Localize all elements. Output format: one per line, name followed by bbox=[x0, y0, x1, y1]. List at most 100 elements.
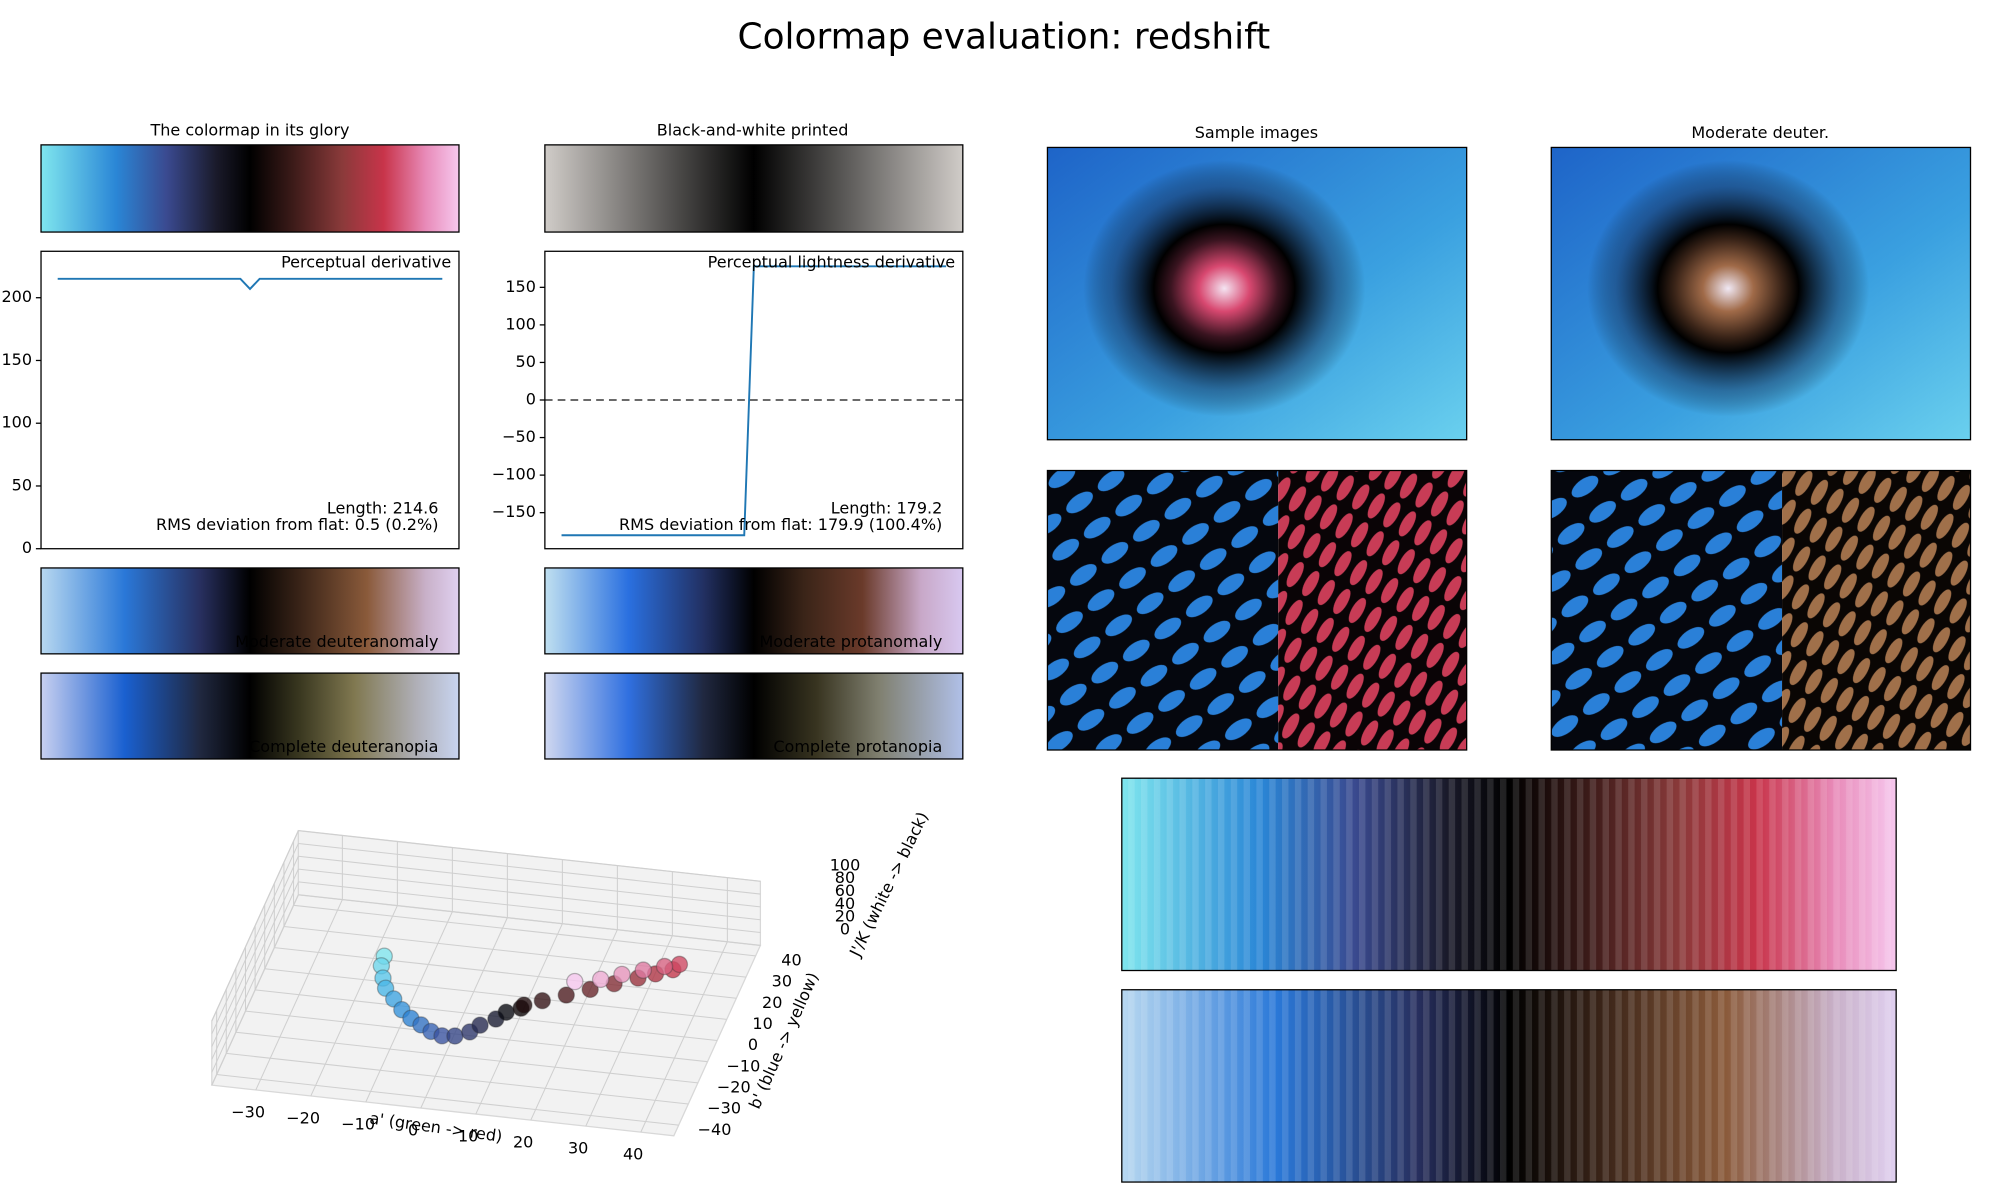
y-tick-label: 30 bbox=[772, 972, 792, 991]
image-part bbox=[1551, 470, 1783, 750]
y-tick-label: 50 bbox=[12, 475, 32, 494]
grid-line bbox=[298, 868, 761, 921]
colormap-strip bbox=[40, 144, 460, 233]
grid-line bbox=[211, 843, 299, 1035]
panel-title: Sample images bbox=[1195, 123, 1318, 142]
z-tick-label: 60 bbox=[835, 881, 855, 900]
z-tick-label: 0 bbox=[840, 919, 850, 938]
image-feature bbox=[1083, 160, 1366, 417]
grid-line bbox=[274, 947, 737, 999]
point bbox=[655, 957, 674, 976]
point bbox=[581, 980, 599, 999]
strip-label: Moderate protanomaly bbox=[759, 632, 942, 651]
grid-line bbox=[211, 830, 299, 1022]
data-line bbox=[57, 277, 443, 291]
grid-line bbox=[293, 904, 756, 957]
grid-line bbox=[216, 1074, 679, 1126]
point bbox=[591, 970, 610, 989]
image-part bbox=[1278, 470, 1467, 750]
colormap-strip bbox=[40, 567, 460, 655]
y-tick-label: −20 bbox=[717, 1077, 751, 1096]
y-tick-label: 50 bbox=[516, 352, 536, 371]
grid-line bbox=[211, 894, 299, 1086]
y-tick-label: −100 bbox=[492, 465, 536, 484]
figure-title: Colormap evaluation: redshift bbox=[738, 16, 1271, 57]
image-frame bbox=[1550, 469, 1972, 751]
grid-line bbox=[235, 1031, 698, 1084]
image-frame bbox=[1550, 146, 1972, 441]
strip-label: Moderate deuteranomaly bbox=[235, 632, 438, 651]
plot-title: Perceptual lightness derivative bbox=[708, 252, 955, 271]
z-tick-label: 40 bbox=[835, 894, 855, 913]
image-frame bbox=[1046, 469, 1468, 751]
image-feature bbox=[1587, 160, 1870, 417]
plot-frame bbox=[544, 250, 964, 550]
point bbox=[557, 986, 575, 1004]
sample-image bbox=[1046, 146, 1468, 441]
y-tick-label: −40 bbox=[698, 1120, 732, 1139]
x-tick-label: 30 bbox=[568, 1139, 588, 1158]
point bbox=[670, 955, 689, 974]
y-tick-label: −10 bbox=[726, 1056, 760, 1075]
strip-texture bbox=[1121, 777, 1897, 972]
panel-title: Black-and-white printed bbox=[657, 120, 849, 139]
image-frame bbox=[1046, 146, 1468, 441]
point bbox=[497, 1003, 515, 1021]
point bbox=[515, 996, 533, 1014]
z-tick-label: 80 bbox=[835, 868, 855, 887]
plot-frame bbox=[40, 250, 460, 550]
y-tick-label: −50 bbox=[502, 427, 536, 446]
grid-line bbox=[211, 868, 299, 1060]
x-tick-label: 10 bbox=[458, 1127, 478, 1146]
point bbox=[613, 965, 631, 984]
image-part bbox=[1782, 470, 1971, 750]
panel-title: Moderate deuter. bbox=[1691, 123, 1829, 142]
y-tick-label: −30 bbox=[707, 1099, 741, 1118]
y-tick-label: 0 bbox=[526, 390, 536, 409]
strip-label: Complete deuteranopia bbox=[249, 737, 438, 756]
grid-line bbox=[298, 894, 761, 946]
annotation: Length: 179.2 bbox=[831, 498, 943, 517]
x-tick-label: −20 bbox=[286, 1109, 320, 1128]
y-tick-label: 10 bbox=[752, 1014, 772, 1033]
point bbox=[446, 1027, 464, 1045]
grid-line bbox=[298, 830, 761, 882]
z-axis-label: J'/K (white -> black) bbox=[845, 809, 932, 961]
z-tick-label: 100 bbox=[830, 855, 861, 874]
plot-title: Perceptual derivative bbox=[281, 252, 451, 271]
x-tick-label: 40 bbox=[623, 1145, 643, 1164]
y-tick-label: 200 bbox=[1, 287, 32, 306]
x-tick-label: −10 bbox=[341, 1115, 375, 1134]
colormap-strip bbox=[544, 144, 964, 233]
grid-line bbox=[211, 856, 299, 1047]
colormap-strip bbox=[544, 567, 964, 655]
x-tick-label: 0 bbox=[408, 1121, 418, 1140]
y-tick-label: 0 bbox=[748, 1035, 758, 1054]
sample-image bbox=[1550, 469, 1972, 751]
y-tick-label: 150 bbox=[505, 277, 536, 296]
colormap-strip bbox=[544, 672, 964, 760]
point bbox=[566, 972, 584, 991]
point bbox=[634, 961, 652, 979]
colormap-strip bbox=[40, 672, 460, 760]
y-tick-label: 0 bbox=[22, 538, 32, 557]
x-tick-label: −30 bbox=[231, 1103, 265, 1122]
image-part bbox=[1047, 470, 1279, 750]
x-tick-label: 20 bbox=[513, 1133, 533, 1152]
annotation: Length: 214.6 bbox=[327, 498, 439, 517]
y-tick-label: 20 bbox=[762, 993, 782, 1012]
strip-texture bbox=[1121, 989, 1897, 1183]
grid-line bbox=[298, 842, 761, 895]
grid-line bbox=[298, 855, 761, 908]
grid-line bbox=[298, 881, 761, 934]
grid-line bbox=[255, 989, 718, 1042]
grid-line bbox=[226, 1052, 689, 1105]
grid-line bbox=[264, 968, 727, 1020]
point bbox=[533, 992, 552, 1010]
sample-image bbox=[1046, 469, 1468, 751]
strip-label: Complete protanopia bbox=[773, 737, 942, 756]
z-tick-label: 20 bbox=[835, 907, 855, 926]
grid-line bbox=[211, 881, 299, 1073]
